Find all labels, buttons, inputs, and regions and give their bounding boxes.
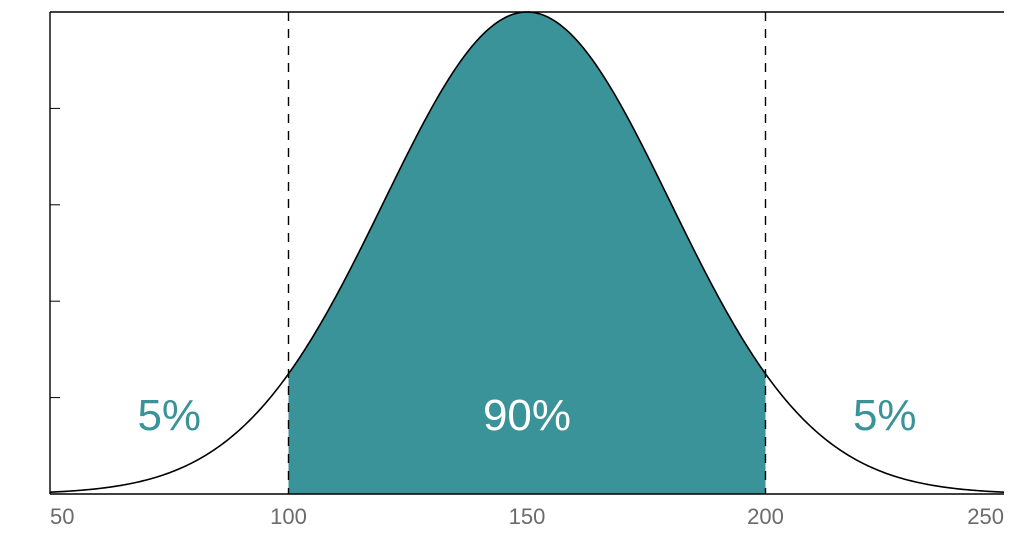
x-tick-label: 50 xyxy=(50,504,74,529)
distribution-chart: 50 100 150 200 250 5% 90% 5% xyxy=(0,0,1024,538)
right-tail-label: 5% xyxy=(853,391,917,440)
center-label: 90% xyxy=(483,391,571,440)
chart-svg: 50 100 150 200 250 5% 90% 5% xyxy=(0,0,1024,538)
x-tick-label: 250 xyxy=(967,504,1004,529)
x-tick-label: 200 xyxy=(747,504,784,529)
x-tick-label: 150 xyxy=(509,504,546,529)
x-tick-label: 100 xyxy=(270,504,307,529)
left-tail-label: 5% xyxy=(137,391,201,440)
